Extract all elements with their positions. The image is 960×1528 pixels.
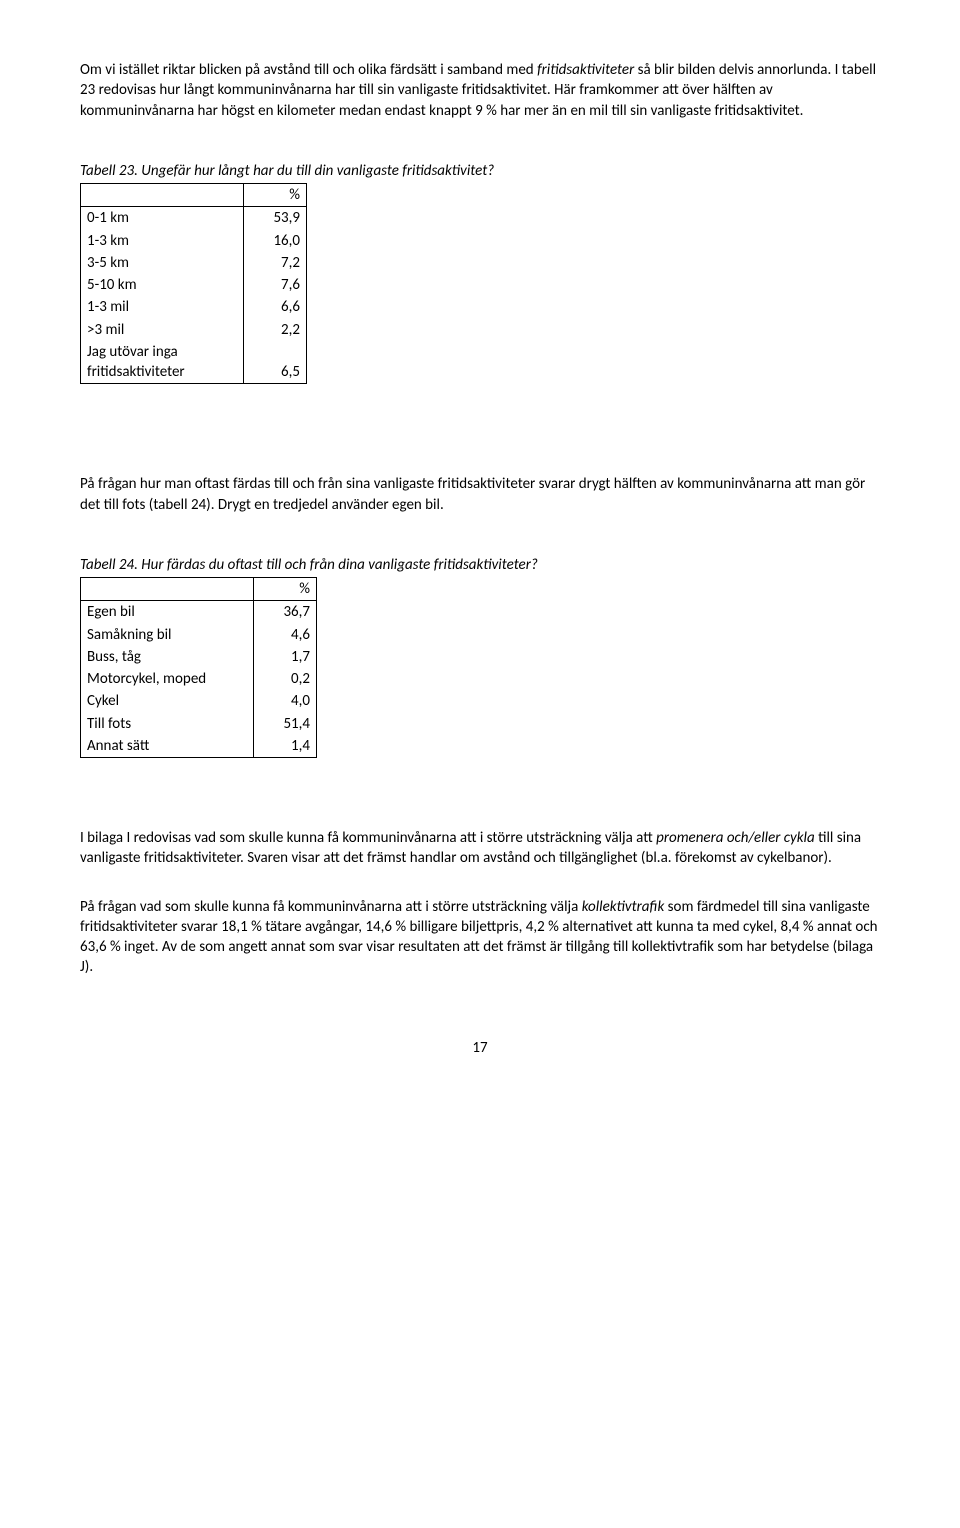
para3-text-b: promenera och/eller cykla <box>656 829 815 847</box>
table-24-val: 4,0 <box>254 690 317 712</box>
table-24-header-blank <box>81 578 254 601</box>
table-23-label-multi: Jag utövar inga fritidsaktiviteter <box>81 341 244 384</box>
table-row: Jag utövar inga fritidsaktiviteter 6,5 <box>81 341 307 384</box>
table-23-label: 1-3 km <box>81 230 244 252</box>
table-24-label: Buss, tåg <box>81 646 254 668</box>
table-row: Buss, tåg1,7 <box>81 646 317 668</box>
table-23-label: >3 mil <box>81 319 244 341</box>
table-23-label: 3-5 km <box>81 252 244 274</box>
table-23: % 0-1 km53,9 1-3 km16,0 3-5 km7,2 5-10 k… <box>80 183 307 384</box>
table-24-val: 1,7 <box>254 646 317 668</box>
table-row: Till fots51,4 <box>81 713 317 735</box>
table-24-label: Annat sätt <box>81 735 254 758</box>
table-23-header-blank <box>81 184 244 207</box>
page-number: 17 <box>80 1038 880 1058</box>
table-23-header-pct: % <box>244 184 307 207</box>
table-24-label: Till fots <box>81 713 254 735</box>
table-row: 1-3 km16,0 <box>81 230 307 252</box>
table-24-header-pct: % <box>254 578 317 601</box>
paragraph-1: Om vi istället riktar blicken på avstånd… <box>80 60 880 121</box>
table-row: >3 mil2,2 <box>81 319 307 341</box>
table-24-label: Motorcykel, moped <box>81 668 254 690</box>
table-row: Egen bil36,7 <box>81 601 317 624</box>
table-23-val: 7,6 <box>244 274 307 296</box>
para3-text-a: I bilaga I redovisas vad som skulle kunn… <box>80 829 656 847</box>
para1-text-b: fritidsaktiviteter <box>537 61 634 79</box>
table-23-last-l1: Jag utövar inga <box>87 343 178 361</box>
table-23-val: 16,0 <box>244 230 307 252</box>
table-row: 1-3 mil6,6 <box>81 296 307 318</box>
table-24-label: Egen bil <box>81 601 254 624</box>
table-24-val: 4,6 <box>254 624 317 646</box>
table-row: 0-1 km53,9 <box>81 207 307 230</box>
table-23-val: 6,6 <box>244 296 307 318</box>
table-24-val: 36,7 <box>254 601 317 624</box>
table-24: % Egen bil36,7 Samåkning bil4,6 Buss, tå… <box>80 577 317 758</box>
table-24-label: Samåkning bil <box>81 624 254 646</box>
table-24-val: 1,4 <box>254 735 317 758</box>
table-23-label: 5-10 km <box>81 274 244 296</box>
para1-text-a: Om vi istället riktar blicken på avstånd… <box>80 61 537 79</box>
table-row: Samåkning bil4,6 <box>81 624 317 646</box>
table-24-val: 51,4 <box>254 713 317 735</box>
paragraph-3: I bilaga I redovisas vad som skulle kunn… <box>80 828 880 869</box>
table-23-val: 7,2 <box>244 252 307 274</box>
table-23-val: 53,9 <box>244 207 307 230</box>
table-23-last-l2: fritidsaktiviteter <box>87 363 185 381</box>
table-23-label: 1-3 mil <box>81 296 244 318</box>
paragraph-4: På frågan vad som skulle kunna få kommun… <box>80 897 880 978</box>
table-row: 5-10 km7,6 <box>81 274 307 296</box>
table-24-label: Cykel <box>81 690 254 712</box>
para4-text-a: På frågan vad som skulle kunna få kommun… <box>80 898 582 916</box>
paragraph-2: På frågan hur man oftast färdas till och… <box>80 474 880 515</box>
table-row: 3-5 km7,2 <box>81 252 307 274</box>
table-23-val: 2,2 <box>244 319 307 341</box>
table-row: Motorcykel, moped0,2 <box>81 668 317 690</box>
table-row: Cykel4,0 <box>81 690 317 712</box>
table-row: Annat sätt1,4 <box>81 735 317 758</box>
table-23-last-val: 6,5 <box>244 341 307 384</box>
table-24-val: 0,2 <box>254 668 317 690</box>
table-24-caption: Tabell 24. Hur färdas du oftast till och… <box>80 555 880 575</box>
para4-text-b: kollektivtrafik <box>582 898 665 916</box>
table-23-caption: Tabell 23. Ungefär hur långt har du till… <box>80 161 880 181</box>
table-23-label: 0-1 km <box>81 207 244 230</box>
